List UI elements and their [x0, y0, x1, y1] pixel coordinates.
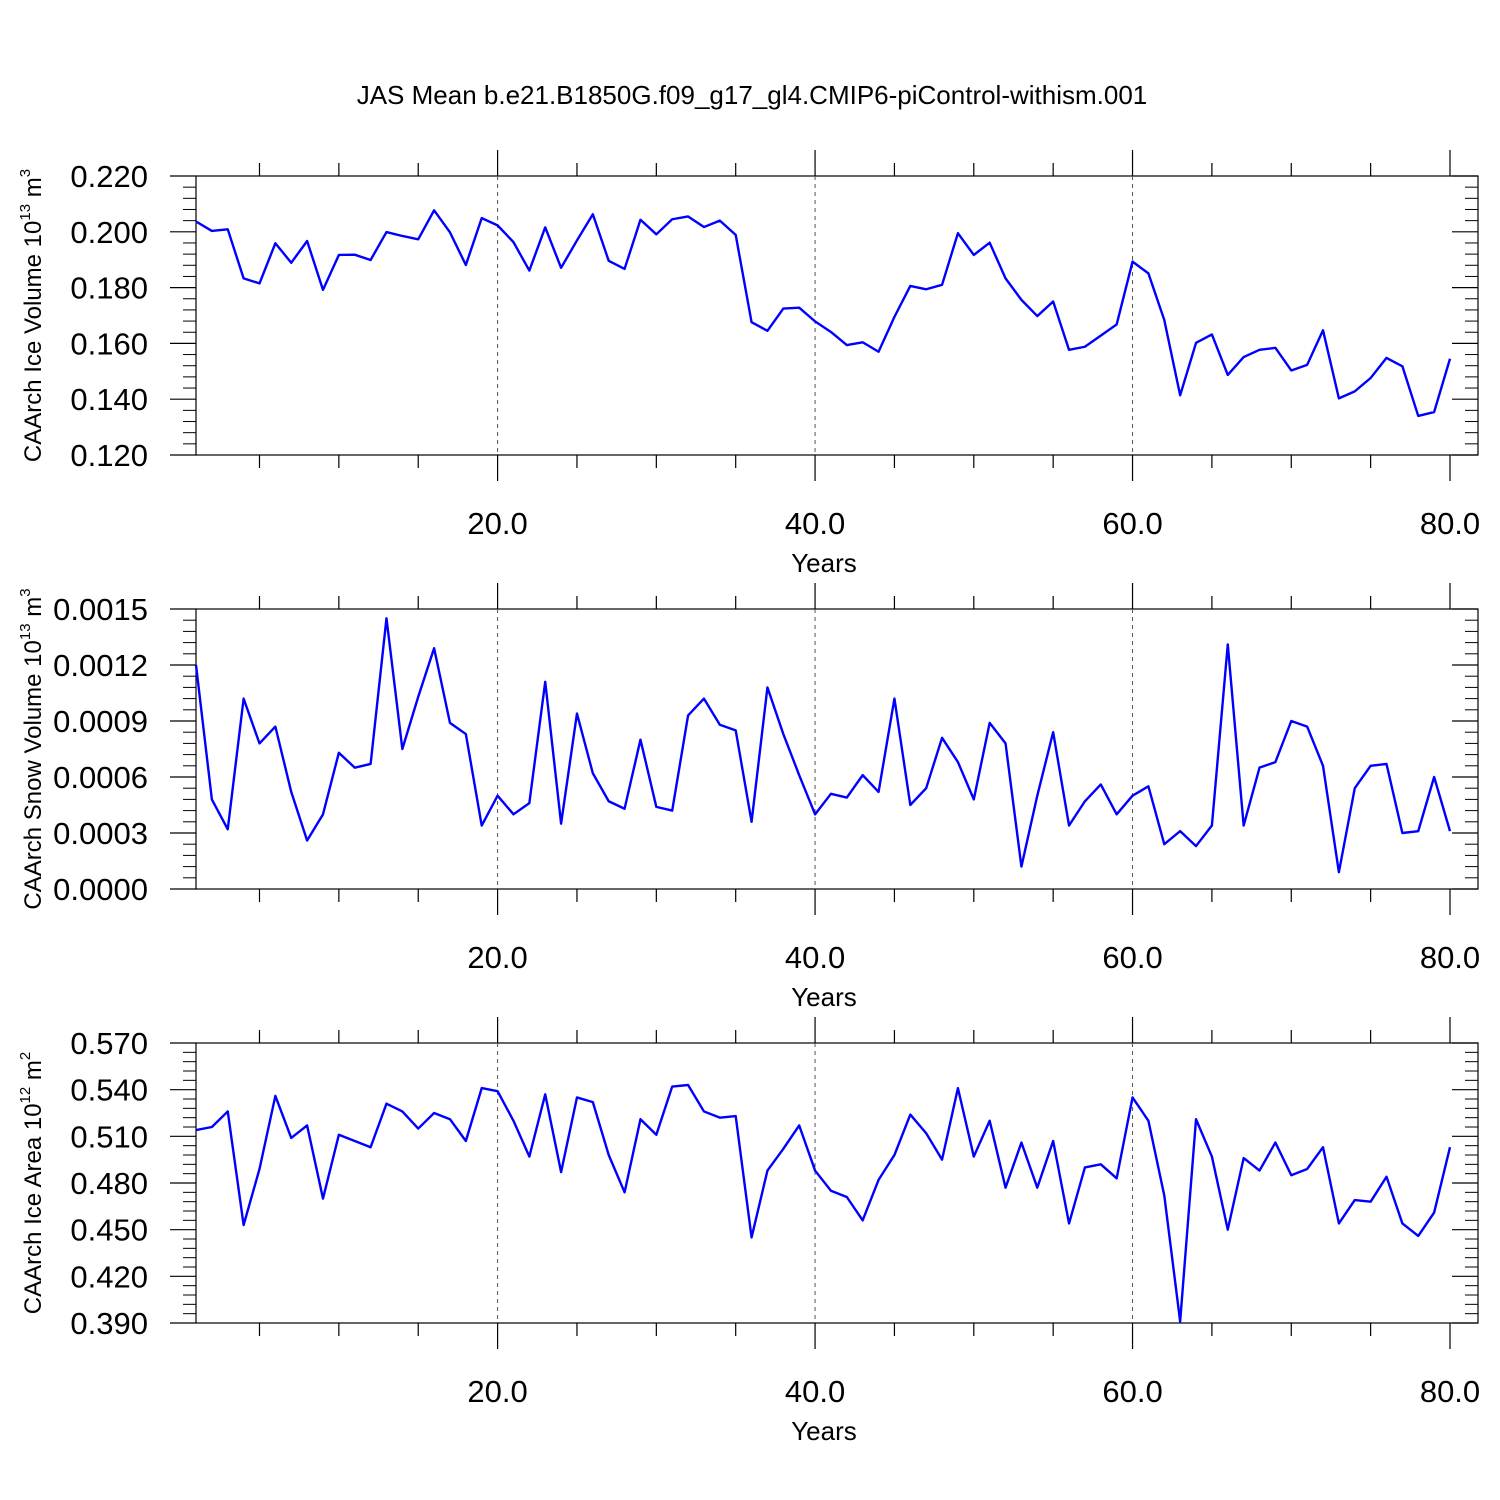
x-tick-label: 80.0: [1420, 940, 1480, 975]
x-tick-label: 80.0: [1420, 506, 1480, 541]
series-line: [195, 1083, 1452, 1323]
x-tick-label: 60.0: [1102, 940, 1162, 975]
chart-title: JAS Mean b.e21.B1850G.f09_g17_gl4.CMIP6-…: [357, 80, 1148, 110]
panel-ice-volume: 20.0 40.0 60.0 80.0 Years 0.120 0.140 0.160 0.18…: [17, 150, 1480, 578]
y-tick-label: 0.390: [70, 1306, 148, 1341]
y-tick-label: 0.140: [70, 382, 148, 417]
x-tick-label: 20.0: [467, 1374, 527, 1409]
series-line: [194, 617, 1452, 874]
y-tick-label: 0.160: [70, 326, 148, 361]
x-tick-label: 60.0: [1102, 506, 1162, 541]
y-tick-label: 0.0006: [53, 760, 148, 795]
x-tick-label: 40.0: [785, 1374, 845, 1409]
y-tick-label: 0.0003: [53, 816, 148, 851]
y-tick-label: 0.570: [70, 1026, 148, 1061]
x-tick-label: 40.0: [785, 940, 845, 975]
y-tick-label: 0.0015: [53, 592, 148, 627]
x-tick-label: 80.0: [1420, 1374, 1480, 1409]
x-axis-label: Years: [791, 1416, 857, 1446]
x-axis-label: Years: [791, 982, 857, 1012]
y-tick-label: 0.540: [70, 1073, 148, 1108]
series-line: [195, 209, 1452, 418]
y-tick-label: 0.0012: [53, 648, 148, 683]
x-axis-label: Years: [791, 548, 857, 578]
y-axis-label: CAArch Ice Area 1012 m2: [17, 1052, 47, 1314]
x-tick-label: 20.0: [467, 506, 527, 541]
y-tick-label: 0.0000: [53, 872, 148, 907]
x-tick-label: 40.0: [785, 506, 845, 541]
y-tick-label: 0.180: [70, 271, 148, 306]
y-axis-label: CAArch Ice Volume 1013 m3: [17, 169, 47, 462]
x-tick-label: 60.0: [1102, 1374, 1162, 1409]
y-tick-label: 0.480: [70, 1166, 148, 1201]
x-tick-label: 20.0: [467, 940, 527, 975]
y-tick-label: 0.0009: [53, 704, 148, 739]
panel-snow-volume: 20.0 40.0 60.0 80.0 Years 0.0000 0.0003 0.0006 0…: [17, 583, 1480, 1012]
y-axis-label: CAArch Snow Volume 1013 m3: [17, 588, 47, 909]
y-tick-label: 0.420: [70, 1259, 148, 1294]
y-tick-label: 0.510: [70, 1119, 148, 1154]
y-tick-label: 0.450: [70, 1213, 148, 1248]
plot-frame: [195, 608, 1479, 890]
plot-frame: [195, 175, 1479, 456]
y-tick-label: 0.200: [70, 215, 148, 250]
y-tick-label: 0.220: [70, 159, 148, 194]
panel-ice-area: 20.0 40.0 60.0 80.0 Years 0.390 0.420 0.450 0.48…: [17, 1017, 1480, 1446]
y-tick-label: 0.120: [70, 438, 148, 473]
